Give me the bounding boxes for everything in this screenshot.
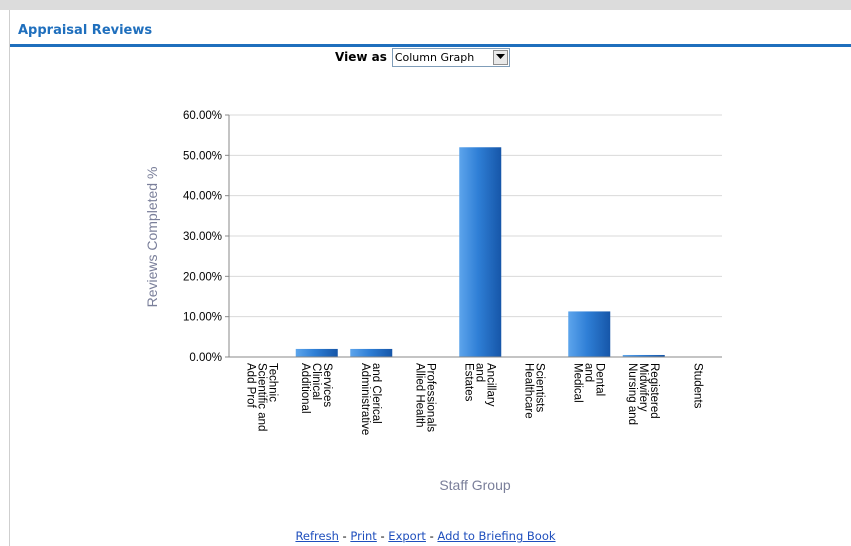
x-category-label-line: Healthcare: [522, 363, 534, 419]
bar[interactable]: [459, 147, 502, 357]
y-axis-label: Reviews Completed %: [144, 167, 160, 308]
x-category-label: Students: [691, 363, 703, 409]
y-tick-label: 60.00%: [183, 110, 222, 122]
panel-title-bar: Appraisal Reviews: [10, 20, 851, 47]
view-as-selected-value: Column Graph: [394, 50, 475, 64]
chevron-down-icon[interactable]: [492, 49, 508, 65]
x-category-label-line: Registered: [648, 363, 660, 419]
add-to-briefing-book-link[interactable]: Add to Briefing Book: [437, 529, 556, 543]
x-category-label-line: Allied Health: [413, 363, 425, 428]
panel-title: Appraisal Reviews: [18, 23, 153, 38]
x-category-label: Allied HealthProfessionals: [413, 363, 436, 432]
x-category-label: Administrativeand Clerical: [359, 363, 382, 435]
x-category-label-line: and Clerical: [370, 363, 382, 424]
link-separator: -: [429, 529, 438, 543]
x-category-label-line: Dental: [593, 363, 605, 396]
x-category-label-line: Services: [321, 363, 333, 407]
top-border: [0, 0, 851, 10]
x-category-label-line: and: [473, 363, 485, 382]
x-category-label-line: Scientists: [533, 363, 545, 412]
bar[interactable]: [350, 348, 393, 357]
x-category-label: MedicalandDental: [571, 363, 605, 403]
x-category-label-line: Students: [691, 363, 703, 409]
report-panel: Appraisal Reviews: [9, 10, 851, 546]
link-separator: -: [380, 529, 389, 543]
view-as-select[interactable]: Column Graph: [391, 47, 510, 67]
y-tick-label: 50.00%: [183, 150, 222, 162]
y-tick-label: 20.00%: [183, 271, 222, 283]
print-link[interactable]: Print: [350, 529, 377, 543]
refresh-link[interactable]: Refresh: [295, 529, 339, 543]
x-category-label-line: Ancillary: [484, 363, 496, 407]
y-tick-label: 40.00%: [183, 191, 222, 203]
x-category-label-line: Add Prof: [244, 363, 256, 409]
y-tick-label: 30.00%: [183, 231, 222, 243]
x-axis-label: Staff Group: [439, 477, 511, 493]
bar[interactable]: [622, 354, 665, 357]
x-category-label: Add ProfScientific andTechnic: [244, 363, 278, 431]
footer-links: Refresh - Print - Export - Add to Briefi…: [0, 529, 851, 543]
bar[interactable]: [568, 311, 611, 357]
x-category-label: EstatesandAncillary: [462, 363, 496, 407]
y-tick-label: 0.00%: [189, 352, 222, 364]
y-tick-label: 10.00%: [183, 312, 222, 324]
x-category-label-line: Professionals: [424, 363, 436, 432]
view-as-control: View as Column Graph: [335, 47, 510, 67]
export-link[interactable]: Export: [388, 529, 426, 543]
link-separator: -: [342, 529, 351, 543]
x-category-label-line: Midwifery: [637, 363, 649, 412]
view-as-label: View as: [335, 50, 387, 64]
x-category-label-line: Technic: [266, 363, 278, 402]
x-category-label-line: Estates: [462, 363, 474, 402]
x-category-label-line: Administrative: [359, 363, 371, 435]
x-category-label-line: Medical: [571, 363, 583, 403]
x-category-label-line: Scientific and: [255, 363, 267, 431]
x-category-label-line: Additional: [299, 363, 311, 414]
x-category-label: HealthcareScientists: [522, 363, 545, 419]
x-category-label: Nursing andMidwiferyRegistered: [626, 363, 660, 425]
x-category-label-line: Nursing and: [626, 363, 638, 425]
x-category-label-line: Clinical: [310, 363, 322, 400]
x-category-label-line: and: [582, 363, 594, 382]
x-category-label: AdditionalClinicalServices: [299, 363, 333, 414]
bar[interactable]: [295, 348, 338, 357]
